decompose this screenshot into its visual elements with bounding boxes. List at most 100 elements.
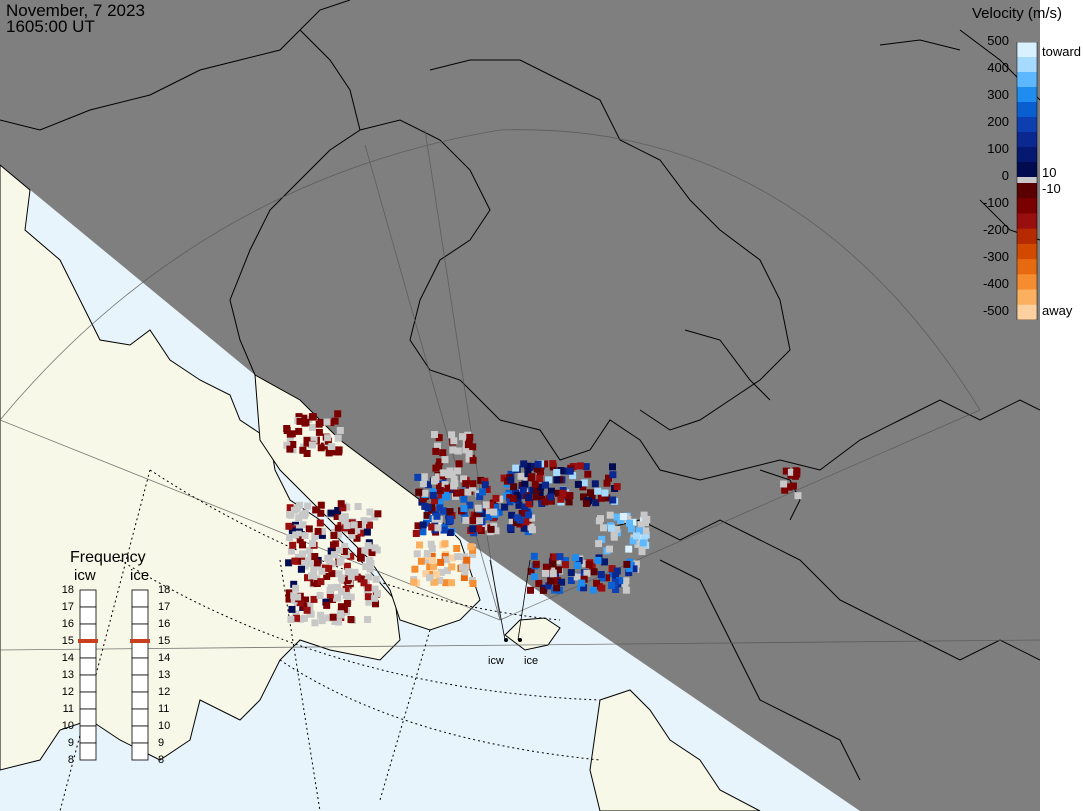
velocity-cell bbox=[292, 531, 300, 539]
velocity-cell bbox=[531, 480, 539, 488]
velocity-cell bbox=[334, 507, 342, 514]
velocity-cell bbox=[328, 443, 336, 450]
velocity-cell bbox=[530, 552, 538, 560]
velocity-cell bbox=[578, 579, 586, 587]
frequency-cell bbox=[79, 725, 97, 744]
velocity-cell bbox=[454, 447, 462, 455]
velocity-cell bbox=[465, 450, 473, 458]
velocity-cell bbox=[347, 593, 355, 601]
colorbar-segment bbox=[1017, 117, 1037, 133]
velocity-cell bbox=[299, 541, 306, 549]
velocity-cell bbox=[318, 617, 326, 625]
velocity-cell bbox=[371, 585, 379, 593]
colorbar-zero bbox=[1017, 177, 1037, 183]
velocity-cell bbox=[372, 575, 380, 583]
velocity-cell bbox=[603, 574, 610, 582]
velocity-cell bbox=[439, 507, 447, 515]
velocity-cell bbox=[436, 487, 444, 494]
velocity-cell bbox=[298, 565, 305, 573]
velocity-cell bbox=[462, 446, 470, 454]
velocity-cell bbox=[365, 598, 373, 606]
velocity-cell bbox=[428, 545, 436, 553]
velocity-cell bbox=[541, 460, 549, 468]
velocity-cell bbox=[553, 476, 561, 484]
velocity-cell bbox=[553, 469, 561, 476]
colorbar-segment bbox=[1017, 72, 1037, 88]
velocity-cell bbox=[309, 413, 317, 421]
velocity-cell bbox=[446, 517, 454, 524]
velocity-cell bbox=[450, 482, 458, 490]
velocity-cell bbox=[469, 484, 476, 492]
velocity-cell bbox=[485, 513, 493, 521]
velocity-cell bbox=[475, 525, 483, 533]
frequency-cell bbox=[79, 606, 97, 625]
velocity-cell bbox=[343, 577, 351, 585]
velocity-cell bbox=[437, 491, 445, 499]
velocity-cell bbox=[562, 557, 570, 565]
velocity-cell bbox=[639, 539, 647, 547]
velocity-cell bbox=[311, 619, 319, 627]
velocity-cell bbox=[286, 435, 294, 443]
velocity-tick-label: 100 bbox=[987, 141, 1009, 156]
velocity-cell bbox=[420, 473, 428, 481]
velocity-cell bbox=[301, 532, 309, 540]
velocity-cell bbox=[311, 533, 319, 541]
velocity-cell bbox=[598, 535, 606, 543]
frequency-level-label: 9 bbox=[158, 737, 165, 749]
velocity-cell bbox=[625, 569, 633, 577]
velocity-cell bbox=[325, 565, 333, 573]
velocity-cell bbox=[445, 471, 453, 478]
velocity-cell bbox=[360, 517, 368, 525]
velocity-cell bbox=[469, 480, 477, 488]
velocity-cell bbox=[358, 522, 366, 530]
velocity-tick-label: 0 bbox=[1001, 168, 1009, 183]
velocity-tick-label: -200 bbox=[982, 222, 1009, 237]
colorbar-segment bbox=[1017, 162, 1037, 178]
frequency-level-label: 15 bbox=[61, 635, 74, 647]
velocity-cell bbox=[364, 517, 372, 525]
velocity-cell bbox=[519, 486, 527, 494]
velocity-cell bbox=[592, 499, 600, 507]
colorbar-segment bbox=[1017, 228, 1037, 245]
velocity-cell bbox=[524, 528, 532, 536]
velocity-cell bbox=[598, 584, 606, 592]
velocity-cell bbox=[337, 611, 345, 619]
velocity-cell bbox=[597, 494, 605, 502]
freq-col-ice: ice bbox=[130, 567, 150, 584]
colorbar-segment bbox=[1017, 132, 1037, 148]
velocity-cell bbox=[610, 533, 618, 541]
velocity-cell bbox=[553, 577, 561, 585]
velocity-cell bbox=[334, 434, 342, 442]
velocity-cell bbox=[622, 586, 630, 594]
velocity-cell bbox=[469, 443, 477, 451]
frequency-level-label: 16 bbox=[61, 618, 74, 630]
velocity-cell bbox=[334, 410, 342, 418]
velocity-cell bbox=[292, 610, 300, 618]
velocity-cell bbox=[492, 503, 499, 511]
velocity-cell bbox=[525, 499, 533, 507]
velocity-cell bbox=[509, 494, 517, 502]
velocity-cell bbox=[310, 564, 318, 572]
frequency-cell bbox=[79, 640, 97, 659]
velocity-cell bbox=[555, 566, 563, 574]
velocity-cell bbox=[374, 590, 381, 598]
frequency-level-label: 10 bbox=[158, 720, 171, 732]
velocity-cell bbox=[585, 560, 593, 568]
radar-label-ice: ice bbox=[524, 655, 539, 667]
velocity-cell bbox=[574, 480, 582, 488]
velocity-cell bbox=[317, 444, 325, 452]
frequency-cell bbox=[79, 589, 97, 608]
frequency-level-label: 8 bbox=[67, 754, 74, 766]
velocity-cell bbox=[557, 467, 565, 474]
velocity-cell bbox=[343, 503, 351, 511]
velocity-cell bbox=[542, 569, 549, 577]
velocity-cell bbox=[353, 526, 361, 534]
frequency-marker bbox=[130, 639, 150, 643]
velocity-cell bbox=[285, 589, 293, 597]
velocity-cell bbox=[487, 501, 494, 509]
velocity-cell bbox=[283, 425, 291, 432]
velocity-cell bbox=[442, 579, 450, 587]
frequency-level-label: 10 bbox=[61, 720, 74, 732]
velocity-cell bbox=[303, 450, 311, 457]
radar-sites bbox=[489, 559, 531, 642]
